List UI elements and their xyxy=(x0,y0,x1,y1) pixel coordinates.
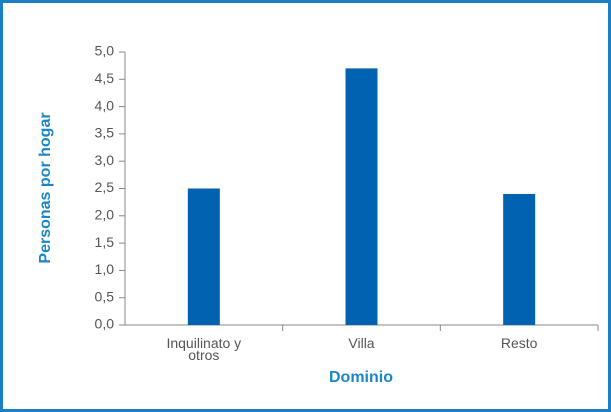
bar xyxy=(503,193,536,325)
y-tick-label: 5,0 xyxy=(95,43,115,59)
y-tick-label: 0,0 xyxy=(95,316,115,332)
y-tick-label: 3,0 xyxy=(95,152,115,168)
y-axis-title: Personas por hogar xyxy=(37,112,54,263)
y-tick-label: 0,5 xyxy=(95,288,115,304)
y-tick-label: 1,0 xyxy=(95,261,115,277)
y-tick-label: 2,5 xyxy=(95,179,115,195)
y-tick-label: 4,5 xyxy=(95,70,115,86)
x-tick-label: Villa xyxy=(348,335,375,351)
y-tick-label: 3,5 xyxy=(95,125,115,141)
x-tick-label: Inquilinato y otros xyxy=(166,335,242,363)
y-tick-label: 4,0 xyxy=(95,97,115,113)
bar xyxy=(345,68,378,325)
y-tick-label: 1,5 xyxy=(95,234,115,250)
y-tick-label: 2,0 xyxy=(95,207,115,223)
x-axis-title: Dominio xyxy=(329,369,393,386)
bar xyxy=(187,188,220,325)
x-tick-label: Resto xyxy=(500,335,538,351)
